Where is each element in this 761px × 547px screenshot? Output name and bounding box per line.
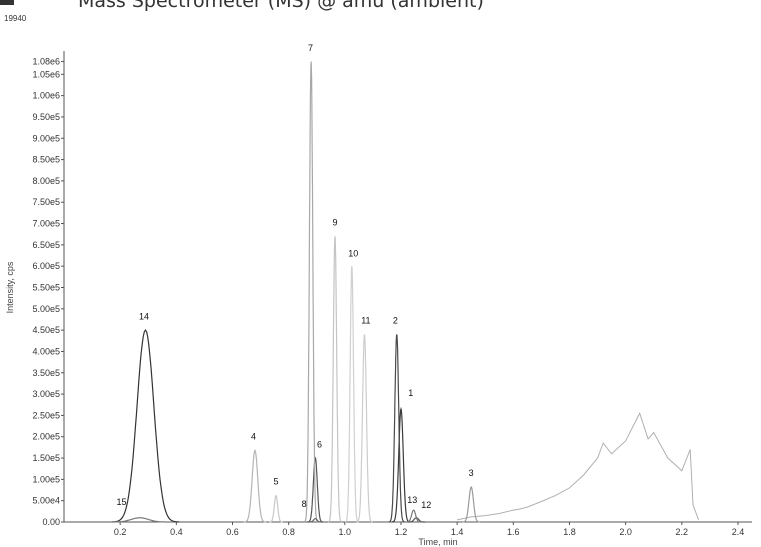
y-tick-label: 5.50e5	[32, 283, 60, 293]
peak-2-trace	[388, 334, 405, 523]
x-tick-label: 1.8	[563, 527, 576, 537]
y-tick-label: 4.00e5	[32, 346, 60, 356]
x-tick-label: 1.2	[395, 527, 408, 537]
y-tick-label: 1.00e5	[32, 474, 60, 484]
x-tick-label: 1.0	[339, 527, 352, 537]
y-tick-label: 1.50e5	[32, 453, 60, 463]
chart-header: Mass Spectrometer (MS) @ amu (ambient) 1…	[0, 0, 761, 40]
y-tick-label: 4.50e5	[32, 325, 60, 335]
y-axis-title: Intensity, cps	[5, 261, 15, 313]
y-tick-label: 6.00e5	[32, 261, 60, 271]
peak-4-trace	[243, 449, 267, 523]
peak-label-13: 13	[407, 495, 417, 505]
peak-label-14: 14	[139, 311, 149, 321]
y-tick-label: 1.05e6	[32, 69, 60, 79]
y-axis-ticks: 0.00 5.00e4 1.00e5 1.50e5 2.00e5 2.50e5 3.00e5…	[32, 57, 64, 527]
peak-label-11: 11	[361, 316, 370, 326]
peak-label-9: 9	[332, 218, 337, 228]
x-tick-label: 2.4	[732, 527, 745, 537]
peak-7-trace	[304, 61, 319, 523]
chart-axes	[63, 51, 752, 523]
peak-label-5: 5	[274, 476, 279, 486]
peak-label-8: 8	[302, 499, 307, 509]
y-tick-label: 3.00e5	[32, 389, 60, 399]
header-mark	[0, 0, 14, 5]
y-tick-label: 8.50e5	[32, 155, 60, 165]
x-axis-title: Time, min	[418, 537, 457, 547]
y-tick-label: 6.50e5	[32, 240, 60, 250]
x-tick-label: 0.6	[226, 527, 239, 537]
x-tick-label: 2.0	[619, 527, 632, 537]
peak-8-trace	[308, 518, 323, 523]
peak-series	[106, 61, 481, 523]
y-tick-label: 0.00	[42, 517, 60, 527]
x-tick-label: 1.6	[507, 527, 520, 537]
peak-label-1: 1	[408, 388, 413, 398]
peak-10-trace	[345, 266, 359, 523]
peak-13-trace	[405, 509, 422, 523]
peak-9-trace	[328, 236, 342, 523]
peak-3-trace	[462, 486, 481, 523]
sample-id: 19940	[4, 14, 27, 23]
peak-label-15: 15	[117, 497, 127, 507]
peak-11-trace	[356, 334, 373, 523]
x-tick-label: 2.2	[676, 527, 689, 537]
peak-6-trace	[307, 456, 324, 523]
x-tick-label: 0.8	[282, 527, 295, 537]
y-tick-label: 2.00e5	[32, 432, 60, 442]
y-tick-label: 8.00e5	[32, 176, 60, 186]
peak-label-12: 12	[421, 500, 431, 510]
peak-label-4: 4	[251, 432, 256, 442]
peak-label-2: 2	[393, 316, 398, 326]
background-series	[456, 412, 700, 521]
y-tick-label: 3.50e5	[32, 368, 60, 378]
y-tick-label: 9.50e5	[32, 112, 60, 122]
y-tick-label: 9.00e5	[32, 133, 60, 143]
x-axis-ticks: 0.2 0.4 0.6 0.8 1.0 1.2 1.4 1.6 1.8 2.0 2.2 2.4	[114, 522, 744, 537]
chart-title: Mass Spectrometer (MS) @ amu (ambient)	[78, 0, 484, 12]
y-tick-label: 2.50e5	[32, 410, 60, 420]
peak-label-7: 7	[308, 43, 313, 53]
background-series-line	[456, 412, 700, 521]
x-tick-label: 1.4	[451, 527, 464, 537]
y-tick-label: 1.08e6	[32, 57, 60, 67]
x-tick-label: 0.4	[170, 527, 183, 537]
peak-15-trace	[106, 517, 174, 523]
y-tick-label: 5.00e5	[32, 304, 60, 314]
x-tick-label: 0.2	[114, 527, 127, 537]
peak-1-trace	[391, 406, 411, 523]
y-tick-label: 1.00e6	[32, 91, 60, 101]
peak-14-trace	[111, 329, 180, 523]
peak-label-3: 3	[469, 468, 474, 478]
y-tick-label: 5.00e4	[32, 496, 60, 506]
y-tick-label: 7.50e5	[32, 197, 60, 207]
y-tick-label: 7.00e5	[32, 219, 60, 229]
peak-label-10: 10	[348, 248, 358, 258]
peak-5-trace	[269, 494, 283, 523]
peak-label-6: 6	[317, 439, 322, 449]
